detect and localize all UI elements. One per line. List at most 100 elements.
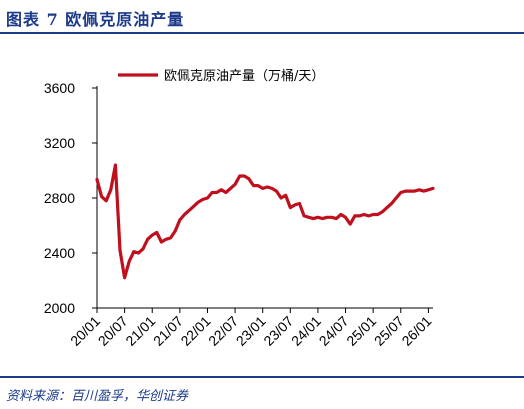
- data-point: [335, 217, 338, 220]
- x-tick-label: 22/07: [205, 313, 241, 349]
- data-point: [183, 213, 186, 216]
- data-point: [284, 194, 287, 197]
- data-point: [385, 206, 389, 209]
- data-point: [233, 183, 237, 186]
- x-tick-labels: 20/0120/0721/0121/0722/0122/0723/0123/07…: [67, 313, 435, 349]
- data-point: [367, 214, 370, 218]
- x-tick-label: 23/07: [260, 313, 296, 349]
- data-point: [169, 236, 172, 240]
- data-point: [187, 209, 191, 212]
- data-point: [404, 189, 407, 193]
- data-point: [174, 229, 177, 233]
- data-point: [390, 202, 393, 205]
- data-point: [349, 222, 352, 226]
- data-point: [413, 189, 416, 193]
- data-point: [321, 217, 324, 220]
- x-tick-label: 25/01: [343, 313, 379, 349]
- figure-title: 图表 7 欧佩克原油产量: [6, 10, 185, 29]
- data-point: [289, 206, 292, 209]
- data-point: [178, 218, 181, 222]
- x-tick-label: 23/01: [233, 313, 269, 349]
- data-point: [197, 200, 200, 204]
- title-bar: 图表 7 欧佩克原油产量: [0, 0, 524, 34]
- data-point: [353, 214, 356, 218]
- data-point: [275, 189, 278, 193]
- data-point: [316, 216, 320, 219]
- data-point: [298, 202, 301, 205]
- data-point: [358, 214, 361, 218]
- data-point: [381, 210, 384, 213]
- data-point: [114, 163, 117, 167]
- y-tick-label: 2000: [44, 300, 75, 316]
- data-point: [422, 189, 425, 193]
- data-point: [307, 216, 310, 219]
- data-point: [395, 196, 398, 200]
- data-point: [270, 187, 274, 190]
- data-point: [339, 213, 343, 216]
- data-point: [376, 213, 379, 216]
- data-point: [344, 216, 347, 219]
- x-tick-label: 21/07: [150, 313, 186, 349]
- chart-axes: [92, 86, 433, 313]
- legend: 欧佩克原油产量（万桶/天）: [118, 69, 324, 84]
- x-tick-label: 25/07: [371, 313, 407, 349]
- data-point: [312, 217, 315, 220]
- data-point: [252, 184, 255, 187]
- data-point: [238, 174, 241, 178]
- y-tick-label: 3200: [44, 135, 75, 151]
- data-point: [128, 260, 131, 263]
- x-tick-label: 24/07: [316, 313, 352, 349]
- data-point: [192, 205, 195, 208]
- data-point: [109, 188, 113, 191]
- data-point: [215, 191, 218, 194]
- data-point: [266, 185, 269, 189]
- data-point: [224, 191, 228, 194]
- data-point: [325, 216, 329, 219]
- y-tick-label: 3600: [44, 80, 75, 96]
- data-point: [256, 184, 260, 187]
- data-point: [201, 198, 205, 201]
- x-tick-label: 21/01: [122, 313, 158, 349]
- data-point: [261, 187, 264, 190]
- series-line: [95, 163, 435, 280]
- x-tick-label: 20/01: [67, 313, 103, 349]
- data-point: [302, 214, 306, 218]
- data-point: [330, 216, 333, 219]
- data-point: [137, 251, 140, 255]
- footer-rule: [0, 376, 524, 378]
- data-point: [362, 213, 366, 216]
- data-point: [123, 276, 126, 279]
- data-point: [220, 188, 223, 191]
- y-tick-labels: 2000 2400 2800 3200 3600: [44, 80, 75, 316]
- data-point: [418, 188, 421, 191]
- data-point: [399, 191, 402, 194]
- data-point: [427, 188, 430, 191]
- data-point: [155, 231, 158, 234]
- y-tick-label: 2800: [44, 190, 75, 206]
- data-point: [160, 240, 163, 244]
- data-point: [210, 191, 214, 194]
- data-point: [372, 213, 375, 216]
- x-tick-label: 22/01: [177, 313, 213, 349]
- data-point: [206, 196, 209, 200]
- x-tick-label: 24/01: [288, 313, 324, 349]
- legend-label: 欧佩克原油产量（万桶/天）: [164, 69, 324, 84]
- data-point: [95, 178, 99, 181]
- data-point: [293, 203, 297, 207]
- data-point: [431, 187, 435, 190]
- data-point: [146, 238, 149, 241]
- source-note: 资料来源：百川盈孚，华创证券: [6, 389, 189, 404]
- data-point: [105, 199, 108, 202]
- y-tick-label: 2400: [44, 245, 75, 261]
- data-point: [279, 196, 283, 200]
- data-point: [141, 247, 145, 251]
- data-point: [132, 250, 135, 253]
- data-point: [243, 174, 246, 178]
- x-tick-label: 26/01: [398, 313, 434, 349]
- data-point: [151, 233, 154, 237]
- data-point: [247, 177, 251, 180]
- data-point: [229, 187, 232, 190]
- data-point: [100, 195, 103, 198]
- line-chart: 2000 2400 2800 3200 3600 20/0120/0721/0121/0…: [44, 69, 435, 349]
- x-tick-label: 20/07: [95, 313, 131, 349]
